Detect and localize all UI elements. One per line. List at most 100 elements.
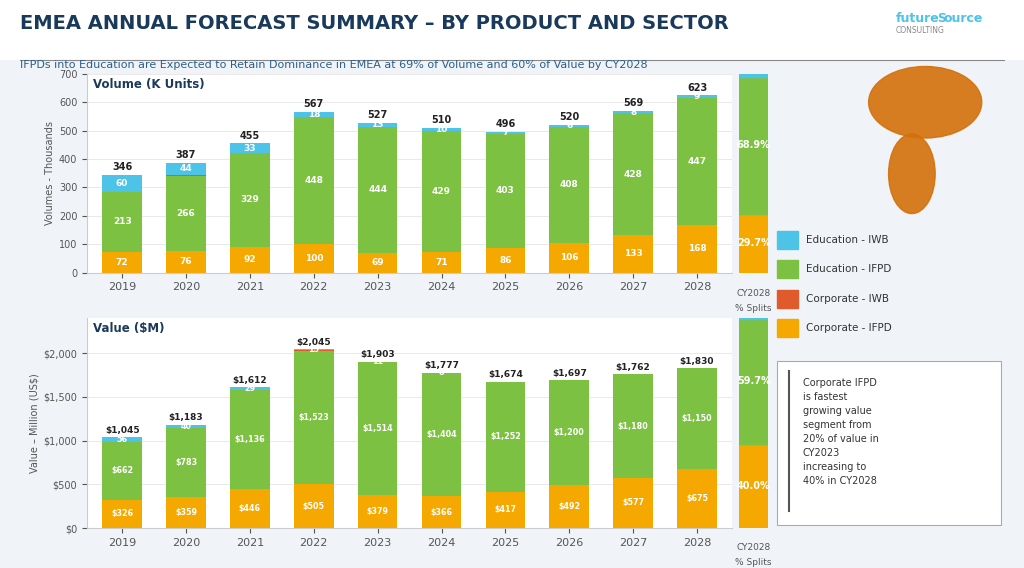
- Text: $446: $446: [239, 504, 261, 513]
- Text: 567: 567: [304, 99, 324, 109]
- Text: 71: 71: [435, 258, 447, 267]
- Bar: [294, 111, 334, 116]
- Bar: [294, 117, 334, 244]
- Text: Volume (K Units): Volume (K Units): [93, 78, 205, 91]
- Text: 168: 168: [688, 244, 707, 253]
- Bar: [739, 318, 768, 319]
- Text: $675: $675: [686, 494, 708, 503]
- Bar: [677, 469, 717, 528]
- Bar: [166, 428, 206, 497]
- Text: 40: 40: [180, 422, 191, 431]
- Bar: [357, 495, 397, 528]
- Text: $1,523: $1,523: [298, 413, 329, 422]
- Bar: [613, 235, 653, 273]
- Text: 56: 56: [117, 435, 128, 444]
- Text: 527: 527: [368, 110, 388, 120]
- Text: $379: $379: [367, 507, 389, 516]
- Text: 428: 428: [624, 170, 643, 178]
- Ellipse shape: [889, 134, 935, 214]
- Bar: [166, 425, 206, 428]
- Bar: [102, 442, 142, 500]
- Text: 59.7%: 59.7%: [737, 377, 770, 386]
- Text: $1,903: $1,903: [360, 350, 395, 360]
- Text: % Splits: % Splits: [735, 304, 772, 314]
- Text: $492: $492: [558, 502, 581, 511]
- Text: 7: 7: [502, 128, 509, 137]
- Text: 69: 69: [372, 258, 384, 268]
- Text: $1,200: $1,200: [554, 428, 585, 437]
- Text: $662: $662: [112, 466, 133, 475]
- Bar: [485, 492, 525, 528]
- Text: $1,183: $1,183: [169, 414, 204, 423]
- Bar: [422, 252, 462, 273]
- Bar: [739, 444, 768, 528]
- Text: 429: 429: [432, 187, 451, 196]
- Text: 9: 9: [694, 92, 700, 101]
- Text: $417: $417: [495, 506, 516, 515]
- Bar: [102, 191, 142, 252]
- Bar: [230, 153, 269, 247]
- Bar: [357, 361, 397, 362]
- Text: 100: 100: [304, 254, 323, 263]
- Bar: [677, 98, 717, 225]
- Text: 72: 72: [116, 258, 128, 267]
- Bar: [357, 253, 397, 273]
- Bar: [739, 77, 768, 214]
- Text: 29.7%: 29.7%: [737, 238, 770, 248]
- Text: $1,045: $1,045: [104, 425, 139, 435]
- Text: 455: 455: [240, 131, 260, 141]
- Y-axis label: Volumes - Thousands: Volumes - Thousands: [45, 121, 54, 225]
- Text: % Splits: % Splits: [735, 558, 772, 567]
- Bar: [422, 128, 462, 131]
- Text: ource: ource: [943, 12, 982, 26]
- Bar: [677, 95, 717, 98]
- Text: 496: 496: [496, 119, 515, 129]
- Text: 106: 106: [560, 253, 579, 262]
- Text: $1,697: $1,697: [552, 369, 587, 378]
- Text: $326: $326: [112, 509, 133, 519]
- Bar: [485, 134, 525, 248]
- Text: 6: 6: [566, 122, 572, 130]
- Text: IFPDs into Education are Expected to Retain Dominance in EMEA at 69% of Volume a: IFPDs into Education are Expected to Ret…: [20, 60, 648, 70]
- Text: $1,252: $1,252: [489, 432, 521, 441]
- Text: 68.9%: 68.9%: [736, 140, 771, 150]
- Bar: [739, 74, 768, 77]
- Text: 8: 8: [630, 108, 636, 116]
- Text: $783: $783: [175, 458, 197, 467]
- Text: 520: 520: [559, 112, 580, 123]
- Bar: [422, 496, 462, 528]
- Bar: [102, 174, 142, 191]
- Text: future: future: [896, 12, 940, 26]
- Bar: [230, 143, 269, 153]
- Text: 10: 10: [435, 125, 447, 133]
- Bar: [230, 387, 269, 390]
- Bar: [166, 176, 206, 251]
- Text: 444: 444: [368, 186, 387, 194]
- Text: Value ($M): Value ($M): [93, 322, 165, 335]
- Text: 86: 86: [499, 256, 512, 265]
- Text: $577: $577: [623, 499, 644, 507]
- Bar: [777, 290, 798, 308]
- Text: Education - IWB: Education - IWB: [806, 235, 889, 245]
- Bar: [613, 113, 653, 235]
- Text: 18: 18: [307, 110, 321, 119]
- Bar: [550, 127, 589, 243]
- Text: $366: $366: [430, 508, 453, 517]
- Text: 346: 346: [112, 162, 132, 172]
- Ellipse shape: [868, 66, 982, 138]
- Text: 33: 33: [244, 144, 256, 153]
- Bar: [102, 252, 142, 273]
- FancyBboxPatch shape: [777, 361, 1001, 525]
- Bar: [485, 382, 525, 492]
- Text: $505: $505: [303, 502, 325, 511]
- Bar: [230, 489, 269, 528]
- Text: $1,777: $1,777: [424, 361, 459, 370]
- Text: $2,045: $2,045: [297, 338, 331, 347]
- Bar: [613, 374, 653, 478]
- Text: $1,404: $1,404: [426, 430, 457, 439]
- Text: 569: 569: [623, 98, 643, 108]
- Text: 329: 329: [241, 195, 259, 204]
- Text: 8: 8: [438, 369, 444, 377]
- Bar: [294, 350, 334, 484]
- Bar: [550, 243, 589, 273]
